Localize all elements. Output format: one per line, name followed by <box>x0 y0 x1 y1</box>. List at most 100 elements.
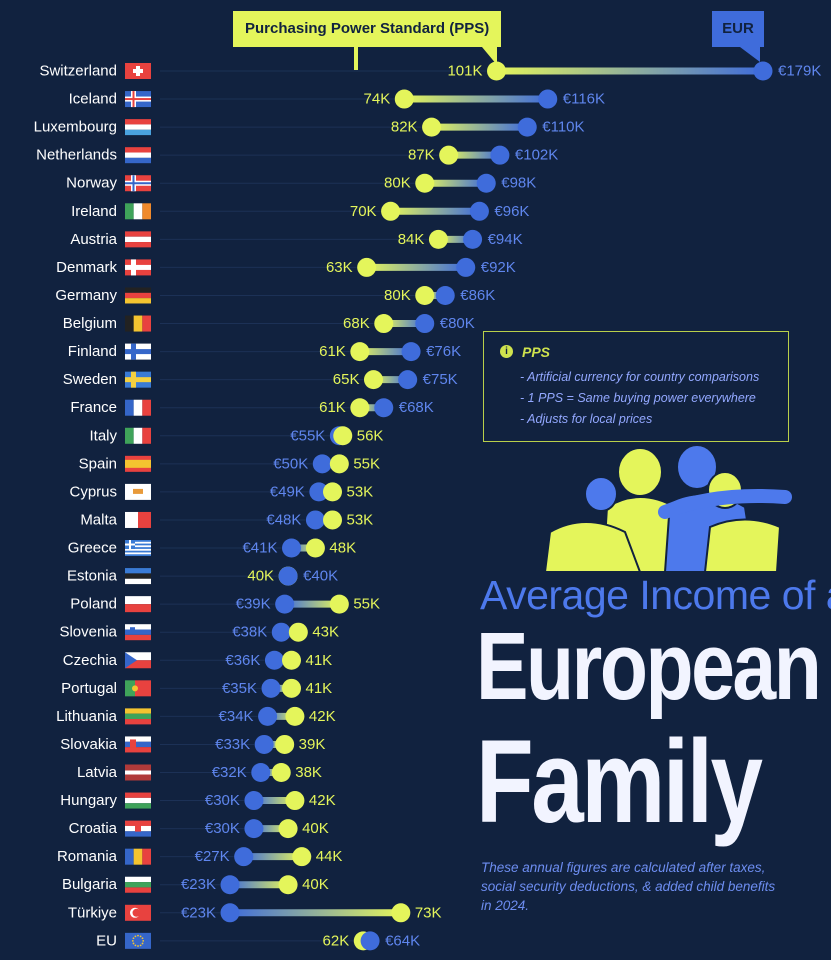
eur-point <box>264 650 284 670</box>
country-label: Hungary <box>60 792 117 809</box>
footnote: These annual figures are calculated afte… <box>481 860 776 913</box>
pps-value-label: 42K <box>309 708 336 725</box>
pps-legend-pointer <box>482 47 497 65</box>
eur-point <box>538 89 558 109</box>
flag-eu-icon <box>125 932 151 949</box>
eur-point <box>258 706 278 726</box>
country-label: Portugal <box>61 680 117 697</box>
pps-value-label: 53K <box>347 483 374 500</box>
eur-value-label: €50K <box>273 455 308 472</box>
flag-gr-icon <box>125 540 151 557</box>
country-label: Belgium <box>63 315 117 332</box>
eur-point <box>360 931 380 951</box>
eur-point <box>282 538 301 558</box>
pps-value-label: 40K <box>302 876 329 893</box>
eur-value-label: €41K <box>242 540 277 557</box>
pps-value-label: 55K <box>353 596 380 613</box>
country-label: Cyprus <box>69 483 117 500</box>
country-label: Luxembourg <box>34 119 117 136</box>
country-label: Lithuania <box>56 708 118 725</box>
legend-pps: Purchasing Power Standard (PPS) <box>233 11 502 47</box>
info-line: 1 PPS = Same buying power everywhere <box>520 388 759 409</box>
pps-value-label: 43K <box>312 624 339 641</box>
eur-value-label: €86K <box>460 287 495 304</box>
flag-tr-icon <box>125 904 151 921</box>
country-label: Türkiye <box>68 904 117 921</box>
pps-point <box>394 89 414 109</box>
eur-point <box>517 117 537 137</box>
pps-point <box>391 903 411 923</box>
eur-value-label: €23K <box>181 904 216 921</box>
pps-value-label: 44K <box>316 848 343 865</box>
eur-value-label: €34K <box>219 708 254 725</box>
pps-value-label: 73K <box>415 904 442 921</box>
eur-point <box>401 342 421 362</box>
pps-value-label: 74K <box>364 91 391 108</box>
flag-fi-icon <box>125 343 151 360</box>
pps-value-label: 82K <box>391 119 418 136</box>
pps-point <box>323 510 342 530</box>
pps-value-label: 80K <box>384 287 411 304</box>
flag-pt-icon <box>125 680 151 697</box>
eur-point <box>435 285 455 305</box>
pps-point <box>282 678 301 698</box>
eur-point <box>312 454 332 474</box>
eur-value-label: €40K <box>303 568 338 585</box>
eur-value-label: €49K <box>270 483 305 500</box>
eur-value-label: €64K <box>385 932 420 949</box>
country-label: Austria <box>70 231 117 248</box>
country-label: Netherlands <box>36 147 117 164</box>
eur-point <box>254 734 274 754</box>
headline-family: Family <box>476 716 763 848</box>
flag-nl-icon <box>125 147 151 164</box>
eur-value-label: €68K <box>399 399 434 416</box>
flag-ro-icon <box>125 848 151 865</box>
country-label: Ireland <box>71 203 117 220</box>
country-label: Romania <box>57 848 118 865</box>
eur-point <box>463 229 483 249</box>
pps-value-label: 87K <box>408 147 435 164</box>
country-label: Greece <box>68 540 117 557</box>
flag-lv-icon <box>125 764 151 781</box>
pps-point <box>439 145 459 165</box>
eur-value-label: €80K <box>440 315 475 332</box>
country-label: Iceland <box>69 91 117 108</box>
pps-value-label: 39K <box>299 736 326 753</box>
family-illustration <box>545 444 792 572</box>
info-line: Artificial currency for country comparis… <box>520 367 759 388</box>
pps-point <box>288 622 308 642</box>
eur-value-label: €48K <box>266 511 301 528</box>
pps-point <box>323 482 342 502</box>
country-label: Slovakia <box>60 736 117 753</box>
pps-point <box>364 370 383 390</box>
flag-de-icon <box>125 287 151 304</box>
eur-value-label: €36K <box>225 652 260 669</box>
flag-at-icon <box>125 231 151 248</box>
pps-value-label: 41K <box>306 652 333 669</box>
country-label: Czechia <box>63 652 118 669</box>
eur-point <box>220 903 240 923</box>
pps-point <box>487 61 506 81</box>
country-label: Norway <box>66 175 117 192</box>
pps-value-label: 41K <box>306 680 333 697</box>
pps-point <box>415 285 435 305</box>
headline-subtitle: Average Income of a <box>480 572 831 618</box>
eur-value-label: €39K <box>236 596 271 613</box>
pps-value-label: 68K <box>343 315 370 332</box>
eur-value-label: €38K <box>232 624 267 641</box>
pps-point <box>271 763 291 782</box>
pps-point <box>357 257 377 277</box>
pps-value-label: 53K <box>347 511 374 528</box>
flag-cz-icon <box>125 652 151 669</box>
pps-value-label: 48K <box>329 540 356 557</box>
country-label: Switzerland <box>39 63 117 80</box>
eur-value-label: €33K <box>215 736 250 753</box>
eur-point <box>251 763 271 782</box>
eur-point <box>415 314 435 334</box>
pps-point <box>381 201 401 221</box>
pps-point <box>374 314 394 334</box>
country-label: EU <box>96 932 117 949</box>
eur-value-label: €23K <box>181 876 216 893</box>
eur-value-label: €32K <box>212 764 247 781</box>
